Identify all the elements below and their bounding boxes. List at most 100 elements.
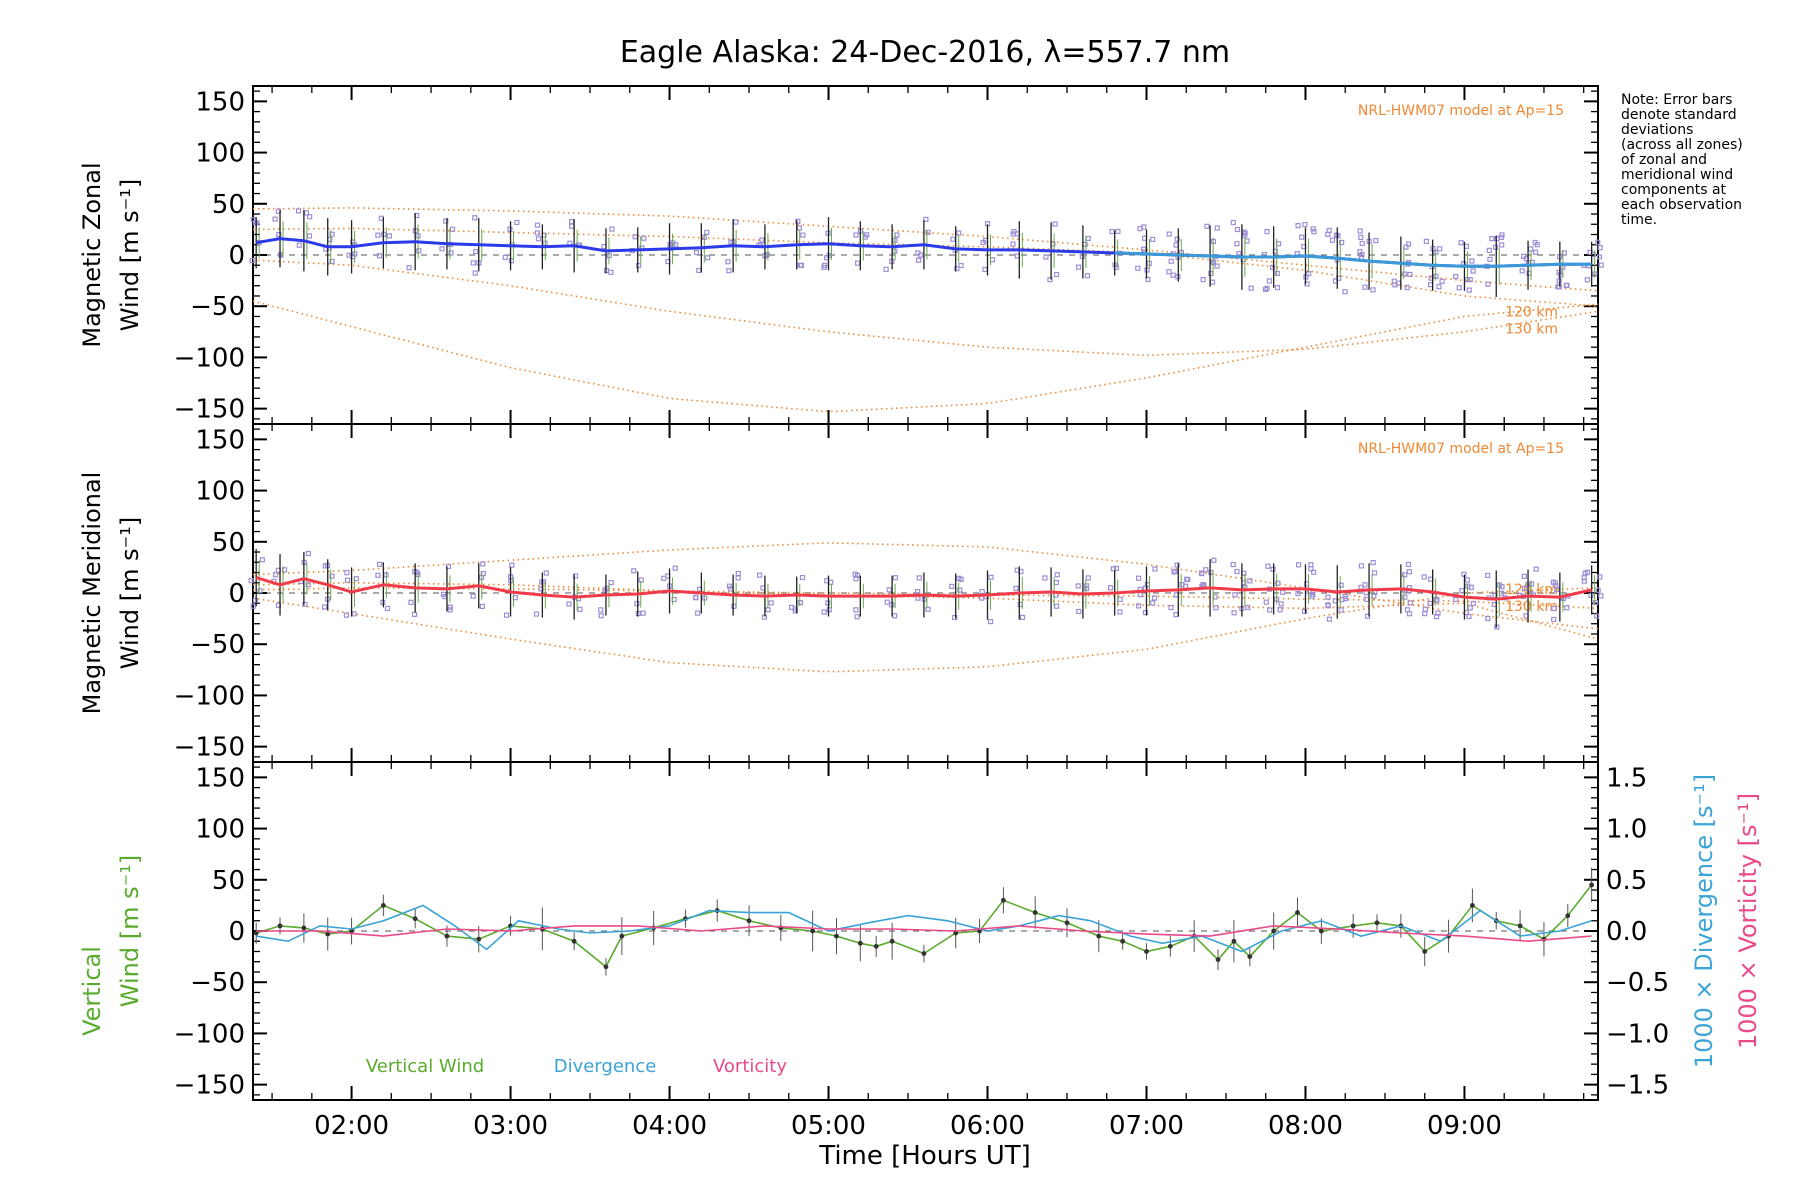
zone-point [329,231,335,237]
zone-point [1278,601,1284,607]
zone-point [949,583,955,590]
zone-point [1214,263,1220,269]
zone-point [768,600,774,606]
zone-point [1170,272,1176,278]
zone-point [989,257,996,263]
note-line: (across all zones) [1621,137,1743,153]
zone-point [1487,256,1493,262]
zone-point [249,257,255,264]
zone-point [1275,580,1281,586]
zone-point [534,222,541,228]
zone-point [609,226,615,232]
zone-point [378,215,384,221]
zone-point [1135,265,1141,271]
zone-point [1214,225,1220,231]
zone-point [1083,583,1090,589]
zone-point [1521,585,1527,592]
zone-point [1595,239,1601,245]
zone-point [577,606,583,613]
zone-point [1325,602,1331,608]
y-tick-label: 0 [228,579,245,609]
zone-point [916,257,922,263]
vertical-wind-point [412,916,418,922]
vertical-wind-point [921,951,927,956]
zone-point [797,600,803,606]
zone-point [1466,613,1472,620]
zone-point [602,587,608,593]
zone-point [1582,570,1588,576]
zone-point [796,225,803,231]
zone-point [1326,227,1332,234]
zone-point [853,232,859,238]
vertical-wind-point [380,902,386,908]
zone-point [1427,600,1433,607]
zone-point [759,237,765,243]
y-tick-label: 150 [195,425,245,455]
zone-point [1311,229,1317,235]
zone-point [408,599,414,605]
zone-point [638,577,644,583]
vertical-wind-point [1032,910,1038,915]
zone-point [1407,600,1413,606]
zone-point [1280,589,1286,595]
zone-point [569,223,575,229]
zone-point [957,587,963,593]
zone-point [1266,278,1273,284]
x-tick-label: 04:00 [632,1111,707,1141]
zone-point [1434,614,1440,620]
zone-point [1466,287,1472,293]
zone-point [259,557,265,563]
zone-point [1402,594,1408,600]
zone-point [1198,570,1205,576]
zone-point [853,607,859,613]
zone-point [1564,282,1570,289]
zone-point [636,262,642,269]
vertical-wind-point [1271,928,1277,934]
vertical-wind-line [255,884,1593,969]
zone-point [1370,559,1376,566]
model-curve [252,207,1599,292]
zone-point [295,208,302,214]
zonal-wind-panel: 150 100 50 0 −50 −100 −150 Magnetic Zonal Wind [… [78,85,1604,425]
zone-point [1494,236,1500,242]
zone-point [1208,270,1214,277]
zone-point [448,250,454,256]
zone-point [1185,576,1191,583]
vertical-wind-point [810,928,816,934]
zone-point [1456,285,1462,291]
y-tick-label: 50 [212,866,245,896]
zone-point [1242,230,1248,236]
zone-point [406,265,412,271]
legend-item: Vertical Wind [366,1056,484,1077]
zone-point [826,607,832,613]
vertical-wind-point [1318,928,1324,934]
zone-point [296,242,302,248]
zone-point [1551,605,1557,612]
zone-point [472,215,478,221]
zone-point [1404,607,1411,613]
zone-point [1179,582,1185,588]
zone-point [250,216,256,223]
zone-point [306,233,313,239]
y-tick-label: 150 [195,763,245,793]
zone-point [329,573,335,579]
zone-point [1584,277,1590,283]
y-axis-title: Magnetic Meridional [78,472,106,715]
zone-point [1013,585,1019,592]
model-curve [252,587,1599,673]
x-tick-label: 05:00 [791,1111,866,1141]
y-tick-label: −100 [174,681,245,711]
zone-point [1166,269,1172,275]
zone-point [1364,596,1370,603]
zone-point [980,239,986,246]
y-axis-title: Wind [m s⁻¹] [116,179,144,331]
vertical-wind-point [1350,923,1356,929]
y-tick-label: −150 [174,733,245,763]
zone-point [1533,566,1539,572]
zone-point [1244,238,1250,244]
zone-point [1464,577,1470,583]
zone-point [1052,221,1058,227]
zone-point [1434,597,1440,603]
model-level-label: 120 km [1505,304,1558,320]
